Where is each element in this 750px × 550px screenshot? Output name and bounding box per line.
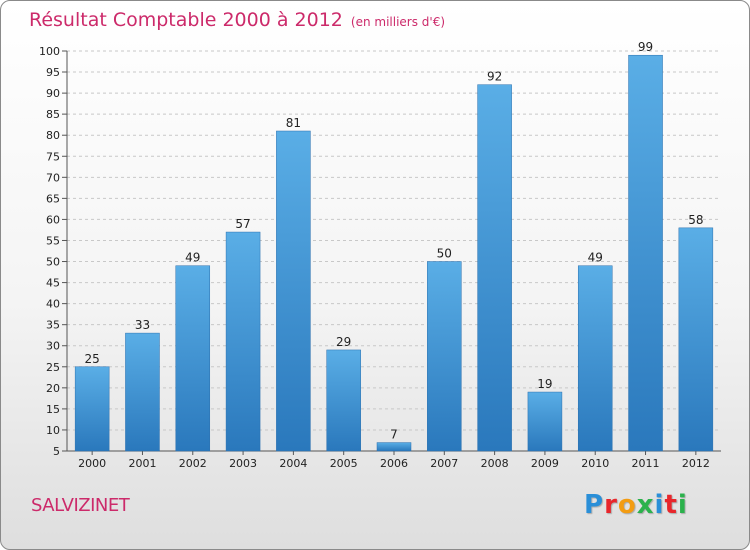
logo-letter-3: x (636, 490, 655, 520)
data-label-2012: 58 (688, 213, 703, 227)
data-label-2005: 29 (336, 335, 351, 349)
xtick-label-2005: 2005 (330, 457, 358, 470)
xtick-label-2001: 2001 (128, 457, 156, 470)
bar-2002[interactable] (175, 265, 211, 452)
data-label-2010: 49 (588, 251, 603, 265)
ytick-label-20: 20 (46, 382, 60, 395)
ytick-label-95: 95 (46, 66, 60, 79)
logo-letter-5: t (664, 490, 678, 520)
ytick-label-80: 80 (46, 129, 60, 142)
bar-2008[interactable] (477, 84, 512, 452)
labels: 25 2000 33 2001 49 2002 57 2003 81 2004 29 2005 7 200… (78, 40, 710, 470)
logo-letter-6: i (677, 490, 688, 520)
data-label-2006: 7 (390, 428, 398, 442)
xtick-label-2000: 2000 (78, 457, 106, 470)
ytick-label-50: 50 (46, 256, 60, 269)
ytick-label-90: 90 (46, 87, 60, 100)
bar-2001[interactable] (125, 332, 160, 452)
bar-2005[interactable] (326, 349, 361, 452)
ytick-label-70: 70 (46, 171, 60, 184)
data-label-2003: 57 (235, 217, 250, 231)
xtick-label-2002: 2002 (179, 457, 207, 470)
data-label-2004: 81 (286, 116, 301, 130)
chart-title-block: Résultat Comptable 2000 à 2012 (en millie… (29, 9, 445, 31)
ytick-label-75: 75 (46, 150, 60, 163)
xtick-label-2010: 2010 (581, 457, 609, 470)
bar-2000[interactable] (74, 366, 110, 452)
xtick-label-2004: 2004 (279, 457, 307, 470)
ytick-label-55: 55 (46, 234, 60, 247)
ytick-label-5: 5 (53, 445, 60, 458)
ytick-label-100: 100 (39, 45, 60, 58)
bar-2007[interactable] (427, 261, 462, 452)
xtick-label-2008: 2008 (481, 457, 509, 470)
chart-subtitle: (en milliers d'€) (350, 15, 446, 29)
commune-name: SALVIZINET (31, 495, 130, 516)
bar-2012[interactable] (678, 227, 714, 452)
ytick-label-15: 15 (46, 403, 60, 416)
data-label-2011: 99 (638, 40, 653, 54)
ytick-label-45: 45 (46, 277, 60, 290)
bar-2009[interactable] (527, 391, 563, 452)
data-label-2008: 92 (487, 70, 502, 84)
ytick-label-10: 10 (46, 424, 60, 437)
ytick-label-40: 40 (46, 298, 60, 311)
ytick-label-85: 85 (46, 108, 60, 121)
bar-2004[interactable] (276, 130, 311, 452)
ytick-label-35: 35 (46, 319, 60, 332)
logo-letter-4: i (654, 490, 665, 520)
xtick-label-2012: 2012 (682, 457, 710, 470)
data-label-2000: 25 (85, 352, 100, 366)
data-label-2007: 50 (437, 247, 452, 261)
xtick-label-2011: 2011 (632, 457, 660, 470)
xtick-label-2006: 2006 (380, 457, 408, 470)
xtick-label-2009: 2009 (531, 457, 559, 470)
bar-2006[interactable] (376, 442, 412, 452)
gridlines (67, 50, 721, 452)
bar-2010[interactable] (577, 265, 613, 452)
data-label-2001: 33 (135, 318, 150, 332)
bars (74, 54, 714, 452)
bar-2011[interactable] (628, 54, 663, 452)
xtick-label-2003: 2003 (229, 457, 257, 470)
logo-letter-2: o (617, 490, 637, 520)
ytick-label-60: 60 (46, 213, 60, 226)
logo-letter-1: r (604, 490, 618, 520)
proxiti-logo[interactable]: Proxiti (584, 490, 688, 520)
ytick-label-25: 25 (46, 361, 60, 374)
logo-letter-0: P (584, 490, 605, 520)
chart-title: Résultat Comptable 2000 à 2012 (29, 9, 343, 31)
ytick-label-30: 30 (46, 340, 60, 353)
data-label-2009: 19 (537, 377, 552, 391)
data-label-2002: 49 (185, 251, 200, 265)
bar-2003[interactable] (225, 231, 261, 452)
xtick-label-2007: 2007 (430, 457, 458, 470)
ytick-label-65: 65 (46, 192, 60, 205)
